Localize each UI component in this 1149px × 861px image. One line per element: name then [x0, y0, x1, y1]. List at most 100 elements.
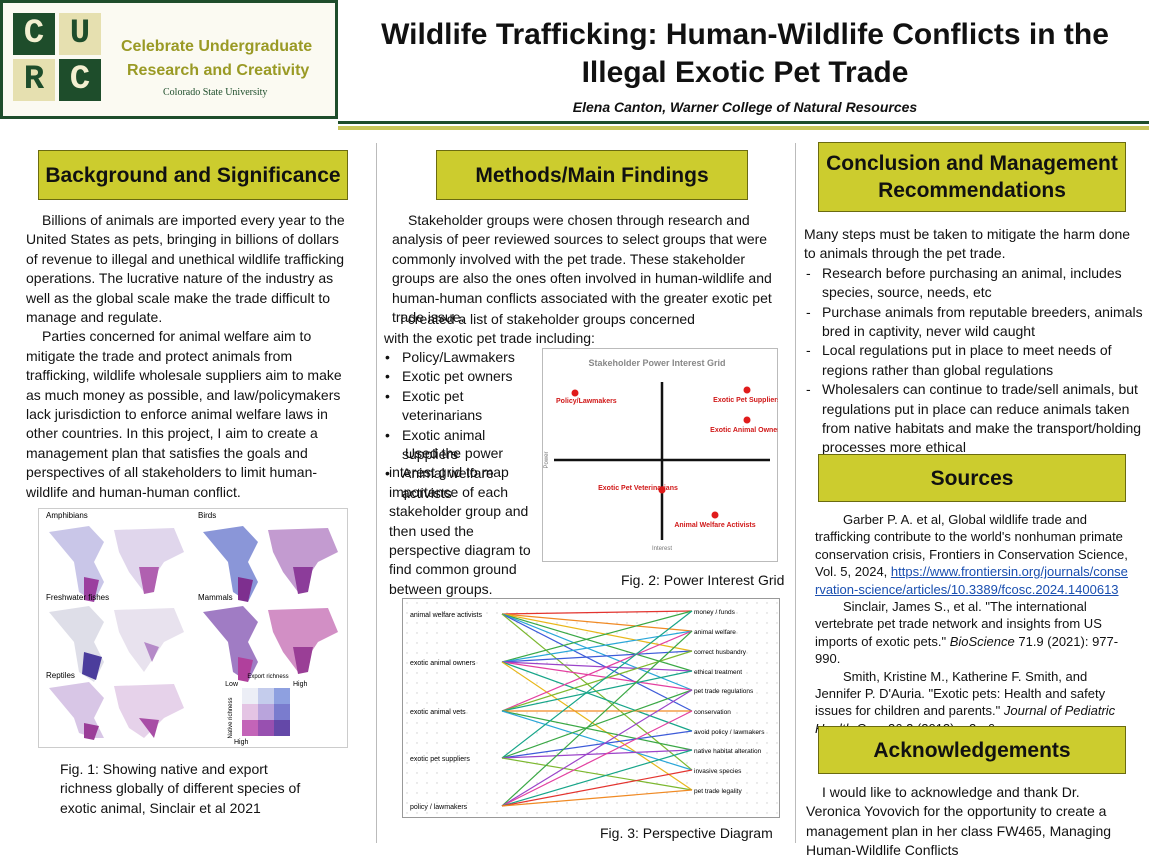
paragraph: Used the power interest grid to map impo…	[389, 445, 531, 597]
point-label: Exotic Pet Veterinarians	[598, 485, 678, 492]
section-heading: Sources	[818, 454, 1126, 502]
list-item: Policy/Lawmakers	[384, 348, 544, 368]
list-item: Research before purchasing an animal, in…	[804, 264, 1144, 303]
bivariate-legend: Export richness Low High Native richness…	[225, 674, 307, 746]
connector	[501, 749, 693, 759]
methods-text: Used the power interest grid to map impo…	[389, 444, 541, 599]
connector	[501, 710, 693, 771]
logo-tile: U	[59, 13, 101, 55]
section-heading: Background and Significance	[38, 150, 348, 200]
perspective-label: pet trade regulations	[694, 688, 754, 695]
point-label: Exotic Animal Owners	[710, 427, 778, 434]
recommendation-list: Research before purchasing an animal, in…	[804, 264, 1144, 458]
title: Wildlife Trafficking: Human-Wildlife Con…	[381, 18, 1109, 89]
connector	[501, 661, 693, 732]
perspective-label: ethical treatment	[694, 669, 742, 676]
connector	[501, 630, 693, 807]
reference-link[interactable]: https://www.frontiersin.org/journals/con…	[815, 564, 1128, 597]
perspective-diagram: animal welfare activists exotic animal ow…	[402, 598, 780, 818]
panel-label: Mammals	[198, 593, 233, 602]
reference: Sinclair, James S., et al. "The internat…	[815, 598, 1130, 668]
grid-point	[711, 511, 719, 519]
map-panel	[49, 682, 184, 740]
figure-frame	[542, 348, 778, 562]
connector	[501, 689, 693, 807]
paragraph: I created a list of stakeholder groups c…	[384, 311, 695, 347]
legend-title: Export richness	[247, 674, 288, 680]
methods-text: I created a list of stakeholder groups c…	[384, 310, 709, 349]
map-panel	[203, 526, 338, 602]
journal: BioScience	[949, 633, 1015, 649]
list-item: Exotic pet veterinarians	[384, 387, 544, 426]
paragraph: Parties concerned for animal welfare aim…	[26, 328, 342, 500]
reference-text: Sinclair, James S., et al. "The internat…	[815, 599, 1102, 649]
panel-label: Birds	[198, 511, 216, 520]
reference: Garber P. A. et al, Global wildlife trad…	[815, 511, 1130, 598]
section-heading: Methods/Main Findings	[436, 150, 748, 200]
legend-label: High	[293, 681, 308, 688]
figure-title: Stakeholder Power Interest Grid	[588, 358, 725, 368]
connector	[501, 661, 693, 672]
connector	[501, 710, 693, 807]
logo-box: C U R C Celebrate Undergraduate Research…	[0, 0, 338, 119]
paragraph: I would like to acknowledge and thank Dr…	[806, 784, 1112, 859]
reference-text: Garber P. A. et al, Global wildlife trad…	[815, 512, 1128, 580]
connector	[501, 689, 693, 759]
list-item: Wholesalers can continue to trade/sell a…	[804, 380, 1144, 458]
connector	[501, 613, 693, 632]
perspective-label: invasive species	[694, 768, 742, 775]
panel-label: Freshwater fishes	[46, 593, 109, 602]
grid-point	[743, 416, 751, 424]
power-interest-grid: Stakeholder Power Interest Grid Power In…	[542, 348, 778, 562]
grid-point	[658, 486, 666, 494]
connector	[501, 749, 693, 807]
stakeholder-list: Policy/Lawmakers Exotic pet owners Exoti…	[384, 348, 544, 503]
connector	[501, 650, 693, 663]
section-heading: Conclusion and Management Recommendation…	[818, 142, 1126, 212]
logo-tile: C	[13, 13, 55, 55]
connector	[501, 630, 693, 712]
logo-tile: C	[59, 59, 101, 101]
connector	[501, 610, 693, 663]
connector	[501, 661, 693, 691]
methods-text: Stakeholder groups were chosen through r…	[392, 211, 787, 327]
stakeholder-label: exotic pet suppliers	[410, 756, 470, 763]
point-label: Animal Welfare Activists	[674, 522, 755, 529]
acknowledgements-text: I would like to acknowledge and thank Dr…	[806, 783, 1124, 861]
panel-label: Amphibians	[46, 511, 88, 520]
perspective-label: correct husbandry	[694, 649, 747, 656]
stakeholder-label: animal welfare activists	[410, 612, 482, 619]
perspective-label: native habitat alteration	[694, 748, 762, 755]
list-item: Animal welfare activists	[384, 464, 544, 503]
connector	[501, 613, 693, 712]
stakeholder-label: exotic animal vets	[410, 709, 466, 716]
figure-caption: Fig. 3: Perspective Diagram	[600, 825, 773, 841]
divider	[795, 143, 796, 843]
map-panel	[49, 606, 184, 682]
axis-label: Power	[544, 451, 550, 468]
list-item: Exotic pet owners	[384, 367, 544, 387]
map-panel	[203, 606, 338, 682]
author: Elena Canton, Warner College of Natural …	[572, 99, 918, 115]
figure-caption: Fig. 2: Power Interest Grid	[621, 572, 785, 588]
section-heading: Acknowledgements	[818, 726, 1126, 774]
reference-text: Smith, Kristine M., Katherine F. Smith, …	[815, 668, 1106, 719]
logo-tagline: Celebrate Undergraduate	[121, 38, 313, 55]
grid-point	[571, 389, 579, 397]
point-label: Exotic Pet Suppliers	[713, 397, 778, 404]
connector	[501, 670, 693, 712]
conclusion-text: Many steps must be taken to mitigate the…	[804, 225, 1144, 458]
logo-tagline: Research and Creativity	[127, 62, 310, 79]
figure-frame	[402, 598, 780, 818]
connector	[501, 610, 693, 759]
connector	[501, 661, 693, 791]
stakeholder-label: policy / lawmakers	[410, 804, 468, 811]
paragraph: Billions of animals are imported every y…	[26, 212, 345, 326]
perspective-label: money / funds	[694, 609, 736, 616]
panel-label: Reptiles	[46, 671, 75, 680]
university: Colorado State University	[163, 87, 268, 98]
divider	[376, 143, 377, 843]
axis-label: Interest	[652, 546, 672, 552]
logo-tile: R	[13, 59, 55, 101]
sources-text: Garber P. A. et al, Global wildlife trad…	[815, 511, 1130, 737]
